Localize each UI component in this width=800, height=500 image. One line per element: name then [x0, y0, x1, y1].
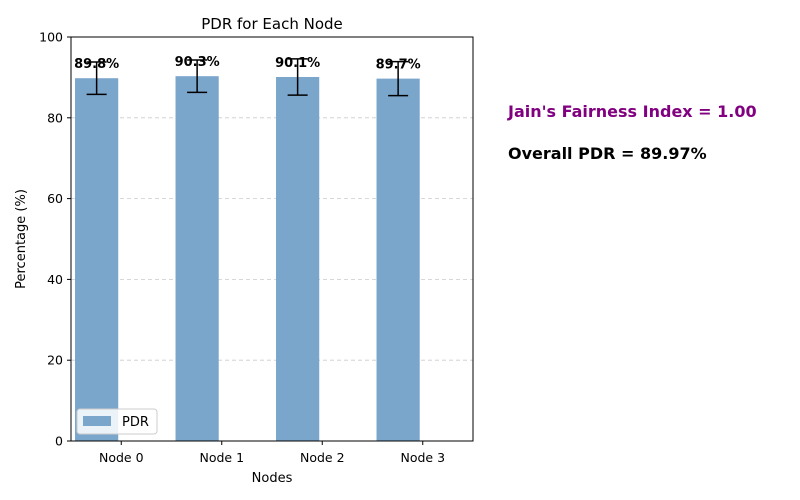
grid-lines — [71, 117, 473, 361]
error-bars — [86, 58, 409, 97]
value-label: 89.8% — [74, 57, 119, 72]
value-label: 89.7% — [376, 58, 421, 73]
x-tick-label: Node 0 — [99, 450, 144, 465]
x-tick-label: Node 1 — [199, 450, 244, 465]
x-axis-label: Nodes — [252, 471, 293, 486]
x-tick-label: Node 3 — [400, 450, 445, 465]
overall-pdr-annotation: Overall PDR = 89.97% — [508, 144, 707, 163]
value-label: 90.3% — [175, 55, 220, 70]
y-axis-label: Percentage (%) — [14, 189, 29, 289]
legend-box — [76, 408, 158, 435]
value-label: 90.1% — [275, 56, 320, 71]
bar — [175, 76, 219, 442]
x-tick-label: Node 2 — [300, 450, 345, 465]
bar — [276, 76, 320, 441]
fairness-index-annotation: Jain's Fairness Index = 1.00 — [508, 102, 757, 121]
legend-swatch — [83, 416, 111, 426]
y-tick-label: 40 — [47, 272, 63, 287]
bar — [75, 78, 119, 441]
x-ticks: Node 0 Node 1 Node 2 Node 3 — [99, 441, 445, 465]
y-tick-label: 20 — [47, 353, 63, 368]
legend: PDR — [76, 408, 158, 435]
y-ticks: 0 20 40 60 80 100 — [39, 30, 71, 449]
value-labels: 89.8% 90.3% 90.1% 89.7% — [74, 55, 421, 72]
y-tick-label: 100 — [39, 30, 63, 45]
y-tick-label: 0 — [55, 434, 63, 449]
legend-label: PDR — [122, 415, 149, 430]
chart-title: PDR for Each Node — [201, 15, 343, 33]
axes-frame — [70, 36, 474, 442]
bars — [75, 76, 420, 442]
bar — [376, 78, 420, 441]
y-tick-label: 60 — [47, 191, 63, 206]
y-tick-label: 80 — [47, 110, 63, 125]
